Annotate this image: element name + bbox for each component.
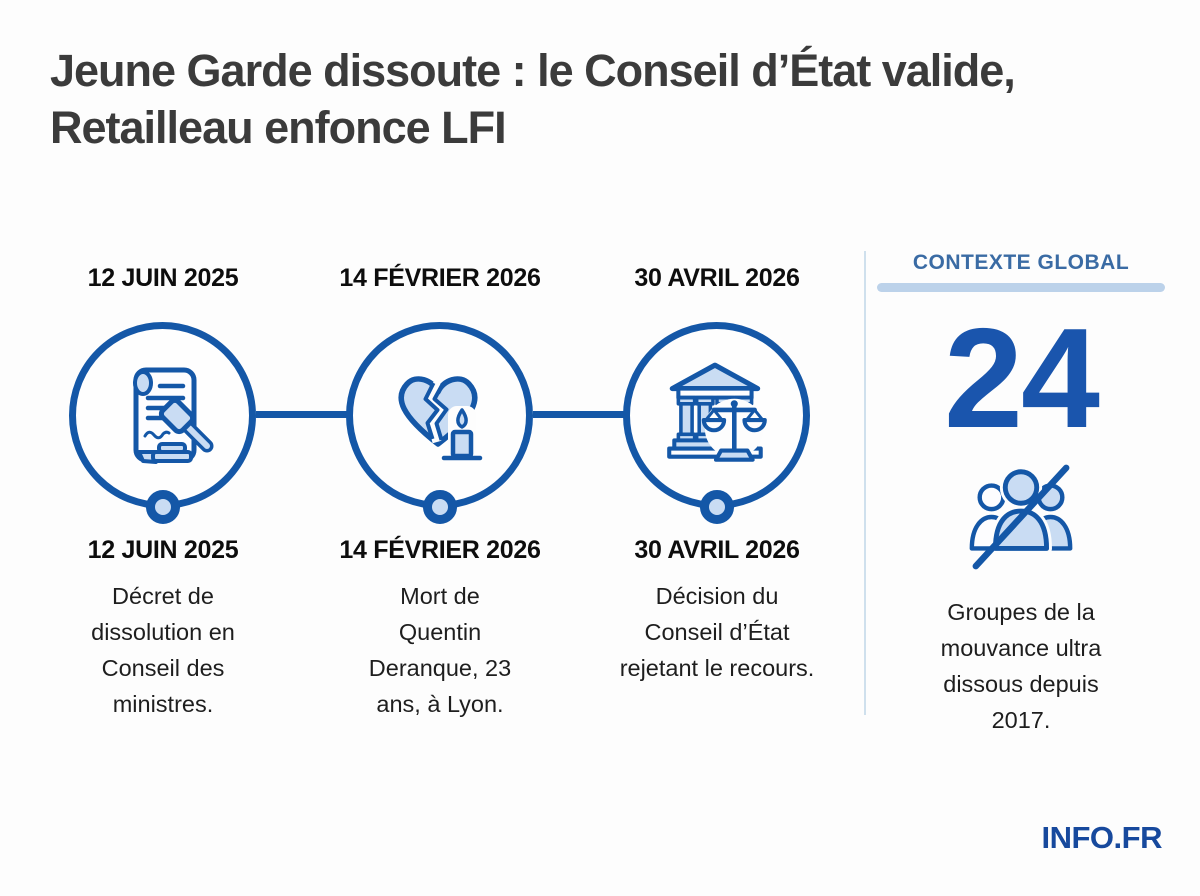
event-1-circle <box>69 322 256 509</box>
timeline-node-1 <box>146 490 180 524</box>
event-2-circle <box>346 322 533 509</box>
event-2-date-top: 14 FÉVRIER 2026 <box>339 264 541 292</box>
context-heading: CONTEXTE GLOBAL <box>912 251 1130 274</box>
decree-gavel-icon <box>132 367 213 464</box>
timeline-event-1: 12 JUIN 2025 <box>24 264 302 824</box>
event-1-date-top: 12 JUIN 2025 <box>87 264 239 292</box>
timeline-node-2 <box>423 490 457 524</box>
timeline-event-2: 14 FÉVRIER 2026 14 FÉVRIER 2026 Mort de … <box>301 264 579 824</box>
event-3-date: 30 AVRIL 2026 <box>634 536 800 564</box>
dissolved-groups-icon <box>969 464 1073 570</box>
event-3-circle <box>623 322 810 509</box>
headline: Jeune Garde dissoute : le Conseil d’État… <box>50 45 1016 153</box>
timeline-connector-1 <box>256 411 347 418</box>
timeline-connector-2 <box>533 411 624 418</box>
event-1-date: 12 JUIN 2025 <box>87 536 239 564</box>
context-panel: CONTEXTE GLOBAL 24 Groupes de la mouvanc… <box>866 251 1176 738</box>
timeline-event-3: 30 AVRIL 2026 <box>578 264 856 824</box>
heading-underline <box>877 283 1165 292</box>
broken-heart-candle-icon <box>397 375 482 460</box>
event-2-date: 14 FÉVRIER 2026 <box>339 536 541 564</box>
brand-logo: INFO.FR <box>1041 820 1163 855</box>
event-3-description: Décision du Conseil d’État rejetant le r… <box>619 583 815 681</box>
vertical-divider <box>864 251 866 715</box>
stat-number: 24 <box>944 299 1100 458</box>
event-2-description: Mort de Quentin Deranque, 23 ans, à Lyon… <box>368 583 512 717</box>
event-3-date-top: 30 AVRIL 2026 <box>634 264 800 292</box>
event-1-description: Décret de dissolution en Conseil des min… <box>91 583 235 717</box>
timeline-node-3 <box>700 490 734 524</box>
context-description: Groupes de la mouvance ultra dissous dep… <box>940 599 1102 733</box>
courthouse-scales-icon <box>666 362 767 462</box>
